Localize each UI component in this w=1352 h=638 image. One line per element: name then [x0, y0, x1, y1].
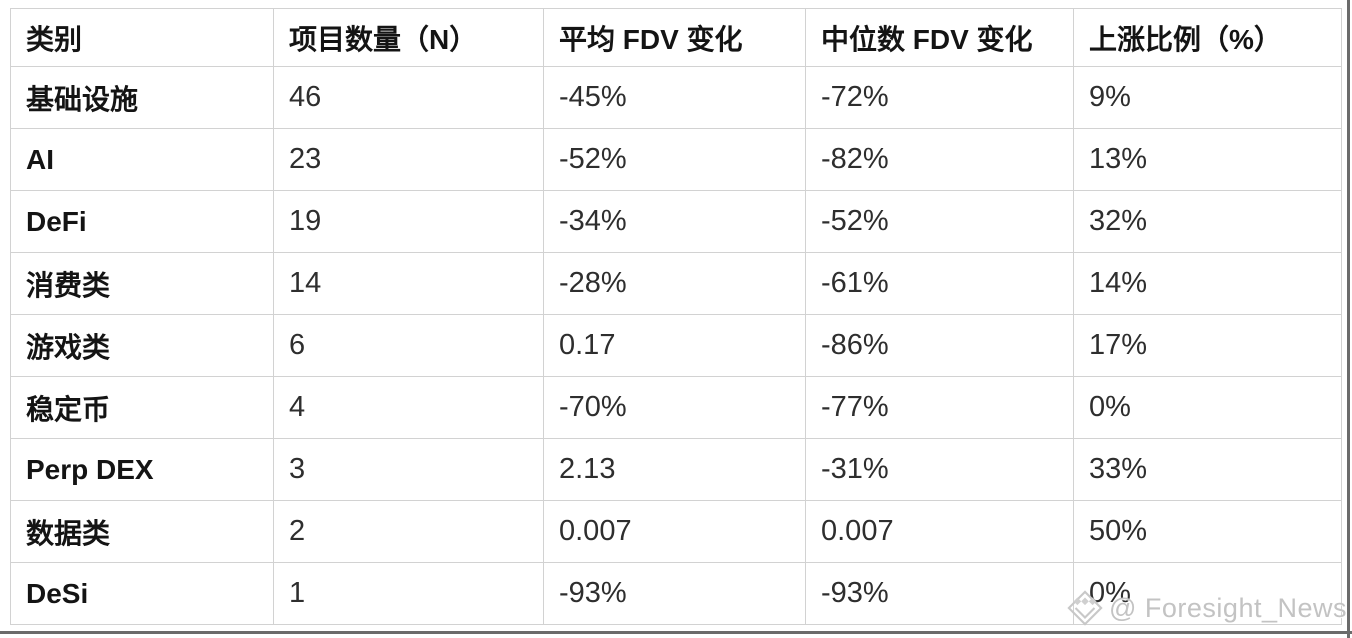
cell-up-ratio: 33%: [1073, 438, 1342, 501]
watermark-text: @ Foresight_News: [1109, 592, 1347, 623]
screenshot-bottom-edge: [0, 631, 1352, 634]
cell-median-fdv-change: -93%: [805, 562, 1074, 625]
table-row: 游戏类 6 0.17 -86% 17%: [10, 314, 1342, 377]
column-header-project-count: 项目数量（N）: [273, 8, 544, 67]
cell-project-count: 46: [273, 66, 544, 129]
cell-median-fdv-change: -61%: [805, 252, 1074, 315]
cell-project-count: 4: [273, 376, 544, 439]
cell-up-ratio: 9%: [1073, 66, 1342, 129]
cell-median-fdv-change: -86%: [805, 314, 1074, 377]
cell-median-fdv-change: -77%: [805, 376, 1074, 439]
cell-category: 消费类: [10, 252, 274, 315]
cell-category: Perp DEX: [10, 438, 274, 501]
cell-project-count: 6: [273, 314, 544, 377]
cell-project-count: 19: [273, 190, 544, 253]
foresight-news-logo-icon: [1066, 589, 1104, 627]
column-header-avg-fdv-change: 平均 FDV 变化: [543, 8, 806, 67]
table-row: Perp DEX 3 2.13 -31% 33%: [10, 438, 1342, 501]
cell-up-ratio: 0%: [1073, 562, 1342, 625]
cell-category: 数据类: [10, 500, 274, 563]
cell-up-ratio: 14%: [1073, 252, 1342, 315]
table-row: DeFi 19 -34% -52% 32%: [10, 190, 1342, 253]
cell-category: DeSi: [10, 562, 274, 625]
table-row: 基础设施 46 -45% -72% 9%: [10, 66, 1342, 129]
cell-up-ratio: 32%: [1073, 190, 1342, 253]
cell-median-fdv-change: 0.007: [805, 500, 1074, 563]
cell-median-fdv-change: -72%: [805, 66, 1074, 129]
cell-median-fdv-change: -52%: [805, 190, 1074, 253]
column-header-category: 类别: [10, 8, 274, 67]
cell-category: DeFi: [10, 190, 274, 253]
cell-avg-fdv-change: 0.17: [543, 314, 806, 377]
cell-project-count: 3: [273, 438, 544, 501]
cell-avg-fdv-change: 0.007: [543, 500, 806, 563]
cell-avg-fdv-change: -28%: [543, 252, 806, 315]
cell-avg-fdv-change: -52%: [543, 128, 806, 191]
cell-avg-fdv-change: -93%: [543, 562, 806, 625]
cell-project-count: 14: [273, 252, 544, 315]
cell-avg-fdv-change: -70%: [543, 376, 806, 439]
watermark: @ Foresight_News: [1066, 589, 1347, 627]
cell-project-count: 1: [273, 562, 544, 625]
screenshot-right-edge: [1347, 0, 1350, 638]
cell-median-fdv-change: -31%: [805, 438, 1074, 501]
cell-avg-fdv-change: -45%: [543, 66, 806, 129]
cell-category: AI: [10, 128, 274, 191]
cell-up-ratio: 13%: [1073, 128, 1342, 191]
cell-category: 基础设施: [10, 66, 274, 129]
cell-up-ratio: 50%: [1073, 500, 1342, 563]
cell-project-count: 2: [273, 500, 544, 563]
cell-avg-fdv-change: 2.13: [543, 438, 806, 501]
cell-up-ratio: 17%: [1073, 314, 1342, 377]
cell-avg-fdv-change: -34%: [543, 190, 806, 253]
column-header-median-fdv-change: 中位数 FDV 变化: [805, 8, 1074, 67]
header-row: 类别 项目数量（N） 平均 FDV 变化 中位数 FDV 变化 上涨比例（%）: [10, 8, 1342, 67]
column-header-up-ratio: 上涨比例（%）: [1073, 8, 1342, 67]
table-row: 稳定币 4 -70% -77% 0%: [10, 376, 1342, 439]
cell-category: 游戏类: [10, 314, 274, 377]
cell-category: 稳定币: [10, 376, 274, 439]
table-row: DeSi 1 -93% -93% 0%: [10, 562, 1342, 625]
table-row: 消费类 14 -28% -61% 14%: [10, 252, 1342, 315]
cell-project-count: 23: [273, 128, 544, 191]
cell-median-fdv-change: -82%: [805, 128, 1074, 191]
table-row: 数据类 2 0.007 0.007 50%: [10, 500, 1342, 563]
cell-up-ratio: 0%: [1073, 376, 1342, 439]
fdv-category-table: 类别 项目数量（N） 平均 FDV 变化 中位数 FDV 变化 上涨比例（%） …: [10, 8, 1342, 625]
table-row: AI 23 -52% -82% 13%: [10, 128, 1342, 191]
